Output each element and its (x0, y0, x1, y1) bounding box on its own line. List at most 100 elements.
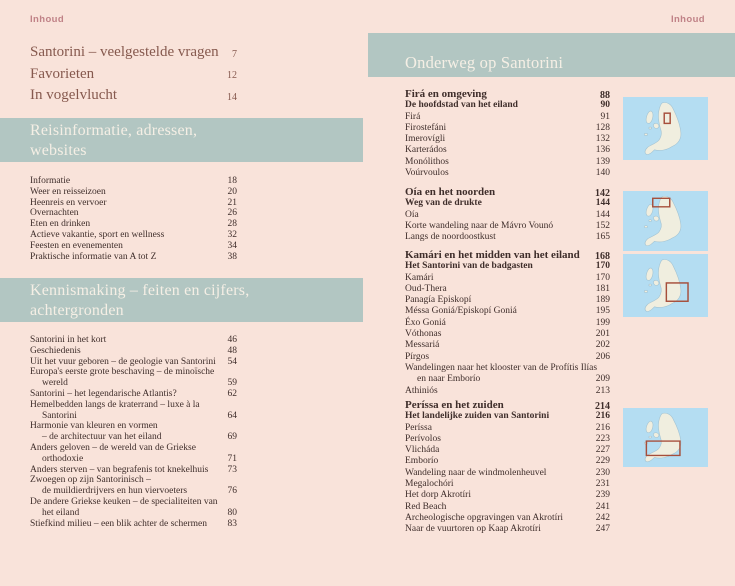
toc-entry: Santorini in het kort 46 (30, 335, 237, 346)
toc-entry-page-number: 140 (595, 168, 610, 179)
toc-entry-label: en naar Emborío (417, 374, 481, 385)
toc-entry-label: de muildierdrijvers en hun viervoeters (42, 486, 188, 497)
toc-entry-label: In vogelvlucht (30, 87, 118, 104)
toc-entry-page-number: 14 (227, 91, 237, 103)
toc-entry: Emborío 229 (405, 456, 610, 467)
toc-entry: Het Santorini van de badgasten 170 (405, 261, 610, 272)
toc-entry-label: Stiefkind milieu – een blik achter de sc… (30, 518, 208, 529)
toc-entry: Megalochóri 231 (405, 479, 610, 490)
toc-entry-page-number: 229 (595, 456, 610, 467)
toc-entry-page-number: 80 (227, 507, 238, 518)
toc-entry-page-number: 239 (595, 490, 610, 501)
toc-entry-label: Santorini – veelgestelde vragen (30, 44, 219, 60)
toc-list-reisinformatie: Informatie 18 Weer en reisseizoen 20 Heenrei… (30, 176, 237, 262)
toc-entry-page-number: 216 (595, 422, 610, 433)
toc-entry: Het landelijke zuiden van Santorini 216 (405, 411, 610, 422)
toc-entry-page-number: 201 (595, 329, 610, 340)
toc-entry: Wandelingen naar het klooster van de Pro… (405, 363, 610, 374)
toc-entry: het eiland 80 (30, 508, 237, 519)
toc-entry-label: – de architectuur van het eiland (42, 432, 162, 443)
toc-entry-page-number: 189 (595, 295, 610, 306)
toc-entry-page-number: 231 (595, 479, 610, 490)
toc-entry-label: Langs de noordoostkust (405, 232, 496, 243)
toc-entry: Oud-Thera 181 (405, 284, 610, 295)
banner-line: achtergronden (30, 301, 124, 319)
toc-section: Oía en het noorden 142 Weg van de drukte 14… (405, 186, 610, 243)
toc-entry: Oía en het noorden 142 (405, 186, 610, 199)
toc-entry-page-number: 165 (595, 232, 610, 243)
toc-entry-label: Períssa en het zuiden (405, 399, 504, 411)
perissa-overview-map (623, 408, 708, 467)
toc-entry-label: Emborío (405, 456, 439, 467)
toc-entry-page-number: 195 (595, 306, 610, 317)
main-island (644, 259, 682, 312)
toc-entry-label: Praktische informatie van A tot Z (30, 251, 157, 262)
toc-entry-label: Oud-Thera (405, 283, 447, 294)
aspronisi-island (643, 133, 648, 136)
banner-line: Reisinformatie, adressen, (30, 122, 198, 139)
toc-entry: Oía 144 (405, 210, 610, 221)
toc-entry-label: Anders sterven – van begrafenis tot knek… (30, 464, 209, 475)
toc-section: Firá en omgeving 88 De hoofdstad van het e… (405, 88, 610, 179)
toc-entry-page-number: 170 (595, 272, 610, 283)
toc-entry: Harmonie van kleuren en vormen (30, 421, 237, 432)
toc-entry: Kamári en het midden van het eiland 168 (405, 249, 610, 262)
toc-entry-page-number: 83 (227, 518, 238, 529)
toc-entry-page-number: 139 (595, 156, 610, 167)
toc-entry: Hemelbedden langs de kraterrand – luxe à… (30, 400, 237, 411)
toc-entry: Informatie 18 (30, 176, 237, 187)
toc-entry: De hoofdstad van het eiland 90 (405, 100, 610, 111)
toc-entry-label: Perívolos (405, 433, 441, 444)
toc-entry: orthodoxie 71 (30, 454, 237, 465)
toc-entry: Pírgos 206 (405, 352, 610, 363)
therasia-island (645, 110, 654, 124)
toc-entry: Weer en reisseizoen 20 (30, 187, 237, 198)
toc-entry: Karterádos 136 (405, 145, 610, 156)
toc-entry-label: Het landelijke zuiden van Santorini (405, 411, 550, 422)
toc-entry-label: Monólithos (405, 156, 449, 167)
toc-entry-label: Oía en het noorden (405, 186, 496, 198)
toc-entry: Stiefkind milieu – een blik achter de sc… (30, 519, 237, 530)
toc-entry-label: Imerovígli (405, 134, 446, 145)
toc-entry-label: Firá en omgeving (405, 88, 487, 100)
toc-entry-label: Méssa Goniá/Episkopí Goniá (405, 306, 517, 317)
toc-entry-page-number: 132 (595, 134, 610, 145)
toc-entry-page-number: 241 (595, 501, 610, 512)
toc-entry-label: Het dorp Akrotíri (405, 490, 471, 501)
toc-entry-page-number: 12 (227, 70, 237, 82)
toc-entry-page-number: 21 (227, 197, 238, 208)
toc-entry-page-number: 242 (595, 512, 610, 523)
map-highlight-rect (652, 197, 671, 208)
toc-entry: Favorieten 12 (30, 64, 237, 86)
toc-entry-label: Wandelingen naar het klooster van de Pro… (405, 362, 598, 373)
toc-entry: Santorini – veelgestelde vragen 7 (30, 42, 237, 64)
toc-entry-label: Karterádos (405, 145, 447, 156)
toc-entry: De andere Griekse keuken – de specialite… (30, 497, 237, 508)
main-island (644, 412, 682, 463)
toc-list-kennismaking: Santorini in het kort 46 Geschiedenis 48 Uit… (30, 335, 237, 529)
toc-entry-label: Hemelbedden langs de kraterrand – luxe à… (30, 399, 200, 410)
toc-entry-page-number: 230 (595, 467, 610, 478)
toc-entry-page-number: 128 (595, 122, 610, 133)
toc-entry-label: Athiniós (405, 385, 438, 396)
therasia-island (645, 420, 654, 434)
toc-entry-page-number: 223 (595, 433, 610, 444)
santorini-map-graphic (623, 191, 708, 251)
palea-kameni-island (648, 435, 652, 439)
toc-entry-label: Firá (405, 111, 421, 122)
right-page-header-label: Inhoud (670, 14, 705, 25)
toc-entry-label: Favorieten (30, 65, 95, 82)
map-highlight-rect (645, 440, 681, 457)
toc-entry-label: Actieve vakantie, sport en wellness (30, 229, 165, 240)
toc-entry-label: Santorini – het legendarische Atlantis? (30, 388, 177, 399)
toc-entry: Períssa en het zuiden 214 (405, 399, 610, 412)
banner-line: Kennismaking – feiten en cijfers, (30, 282, 250, 299)
toc-entry: de muildierdrijvers en hun viervoeters 76 (30, 486, 237, 497)
toc-entry-label: Santorini in het kort (30, 335, 107, 345)
toc-entry-page-number: 73 (227, 464, 238, 475)
toc-entry-page-number: 26 (227, 208, 238, 219)
toc-entry: Anders geloven – de wereld van de Grieks… (30, 443, 237, 454)
toc-entry: Actieve vakantie, sport en wellness 32 (30, 230, 237, 241)
toc-entry-page-number: 48 (227, 345, 238, 356)
